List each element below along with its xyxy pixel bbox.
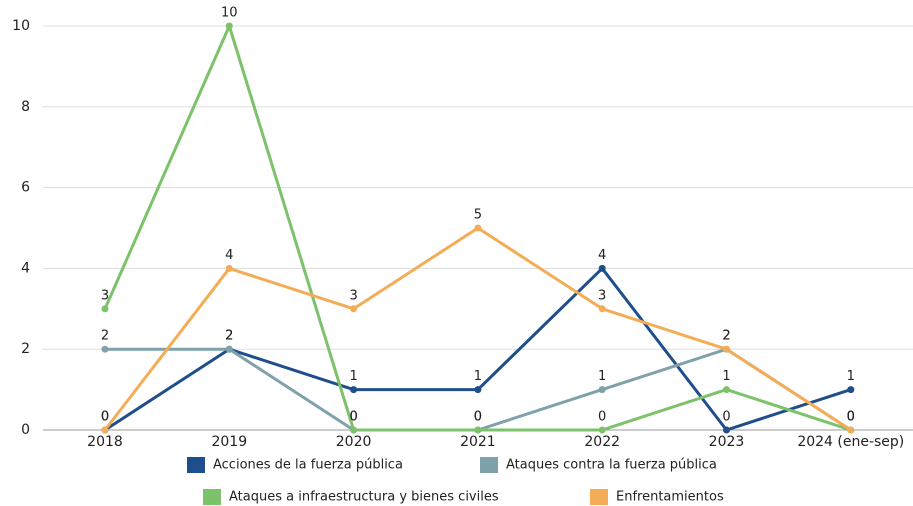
point — [225, 264, 233, 272]
point — [350, 386, 358, 394]
y-tick-label: 10 — [12, 18, 30, 34]
value-label: 10 — [221, 6, 238, 21]
value-label: 3 — [598, 288, 606, 303]
value-label: 1 — [349, 369, 357, 384]
value-label: 1 — [598, 369, 606, 384]
legend-swatch — [187, 457, 205, 473]
legend-swatch — [590, 489, 608, 505]
point — [101, 426, 109, 434]
legend-label: Enfrentamientos — [616, 490, 724, 505]
value-label: 1 — [847, 369, 855, 384]
point — [225, 345, 233, 353]
value-label: 5 — [474, 208, 482, 223]
x-tick-label: 2022 — [584, 434, 620, 450]
value-label: 3 — [349, 288, 357, 303]
point — [474, 224, 482, 232]
y-tick-label: 4 — [21, 260, 30, 276]
value-label: 0 — [349, 410, 357, 425]
x-tick-label: 2024 (ene-sep) — [797, 434, 904, 450]
point — [723, 426, 730, 434]
x-tick-label: 2021 — [460, 434, 496, 450]
point — [598, 305, 606, 313]
point — [474, 426, 482, 434]
legend-swatch — [203, 489, 221, 505]
value-label: 1 — [474, 369, 482, 384]
point — [723, 345, 730, 353]
x-tick-label: 2018 — [87, 434, 123, 450]
value-label: 0 — [722, 410, 730, 425]
y-tick-label: 0 — [21, 422, 30, 438]
value-label: 0 — [101, 410, 109, 425]
point — [598, 386, 606, 394]
point — [101, 305, 109, 313]
value-label: 0 — [474, 410, 482, 425]
value-label: 0 — [474, 410, 482, 425]
point — [350, 305, 358, 313]
value-label: 2 — [225, 329, 233, 344]
y-tick-label: 8 — [21, 99, 30, 115]
point — [598, 264, 606, 272]
value-label: 3 — [101, 288, 109, 303]
point — [350, 426, 358, 434]
value-label: 1 — [722, 369, 730, 384]
point — [474, 386, 482, 394]
value-label: 4 — [598, 248, 606, 263]
value-label: 4 — [225, 248, 233, 263]
value-label: 2 — [225, 329, 233, 344]
x-tick-label: 2020 — [336, 434, 372, 450]
legend-swatch — [480, 457, 498, 473]
legend-label: Ataques contra la fuerza pública — [506, 458, 717, 473]
y-tick-label: 6 — [21, 180, 30, 196]
value-label: 0 — [847, 410, 855, 425]
value-label: 0 — [847, 410, 855, 425]
value-label: 2 — [722, 329, 730, 344]
point — [101, 345, 109, 353]
point — [847, 386, 855, 394]
point — [847, 426, 855, 434]
y-tick-label: 2 — [21, 341, 30, 357]
point — [723, 386, 730, 394]
legend-label: Ataques a infraestructura y bienes civil… — [229, 490, 499, 505]
value-label: 0 — [598, 410, 606, 425]
legend-label: Acciones de la fuerza pública — [213, 458, 403, 473]
value-label: 2 — [101, 329, 109, 344]
point — [598, 426, 606, 434]
series-line — [103, 226, 852, 432]
point — [225, 22, 233, 30]
x-tick-label: 2019 — [211, 434, 247, 450]
value-label: 0 — [349, 410, 357, 425]
value-label: 2 — [722, 329, 730, 344]
value-label: 0 — [101, 410, 109, 425]
x-tick-label: 2023 — [709, 434, 745, 450]
value-label: 0 — [847, 410, 855, 425]
